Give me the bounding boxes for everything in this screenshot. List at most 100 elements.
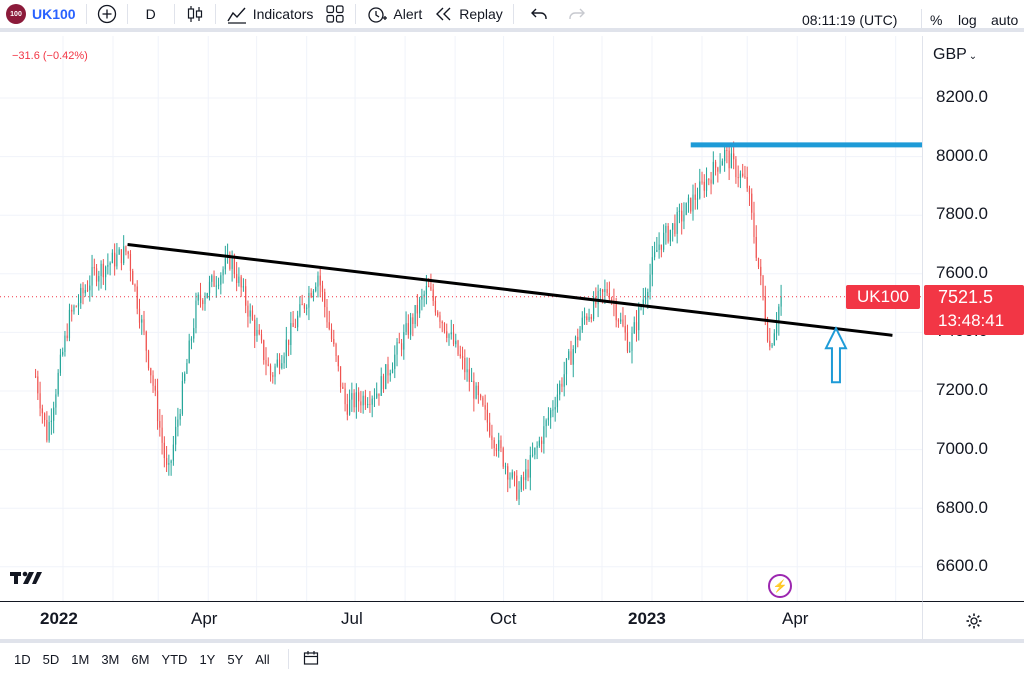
candle-body [696, 198, 699, 200]
candle-body [328, 322, 330, 329]
alert-button[interactable]: Alert [360, 0, 428, 28]
candle-body [721, 161, 723, 166]
candle-body [367, 403, 369, 405]
candle-body [543, 426, 545, 444]
percent-scale-toggle[interactable]: % [930, 12, 943, 28]
candle-body [653, 251, 656, 258]
candle-body [644, 297, 647, 300]
symbol-search-button[interactable]: 100 UK100 [0, 0, 82, 28]
candle-body [127, 251, 129, 254]
candle-body [728, 150, 730, 169]
currency-selector[interactable]: GBP ⌄ [933, 46, 977, 64]
candle-body [640, 306, 642, 308]
candle-body [193, 328, 195, 339]
candle-body [317, 275, 319, 287]
candle-body [746, 177, 748, 189]
range-button-ytd[interactable]: YTD [161, 651, 188, 667]
candle-body [145, 331, 147, 351]
lightning-bolt-icon[interactable]: ⚡ [768, 574, 792, 598]
candle-body [129, 253, 132, 272]
candle-body [416, 305, 418, 314]
candle-body [306, 307, 308, 309]
candle-body [245, 286, 247, 306]
candle-body [269, 365, 272, 376]
auto-scale-toggle[interactable]: auto [991, 12, 1019, 28]
toolbar-divider [214, 4, 216, 24]
candle-body [468, 369, 470, 382]
candles-icon [187, 6, 202, 22]
time-tick-label: Apr [191, 609, 218, 628]
candle-body [538, 440, 540, 446]
candle-body [312, 291, 315, 298]
price-change-label: −31.6 (−0.42%) [12, 50, 88, 62]
toolbar-divider [512, 4, 514, 24]
range-button-3m[interactable]: 3M [101, 651, 120, 667]
candle-body [111, 252, 113, 264]
candle-body [272, 375, 274, 377]
range-button-6m[interactable]: 6M [131, 651, 150, 667]
candle-body [735, 159, 737, 178]
layout-templates-button[interactable] [319, 0, 351, 28]
candle-body [611, 299, 613, 301]
compare-add-button[interactable] [91, 0, 123, 28]
indicators-button[interactable]: Indicators [220, 0, 320, 28]
candle-body [531, 454, 534, 456]
candle-body [771, 345, 773, 347]
redo-button[interactable] [560, 0, 594, 28]
price-axis[interactable] [922, 36, 1024, 601]
candle-body [525, 469, 527, 481]
candle-body [466, 369, 468, 373]
chart-pane[interactable] [0, 36, 924, 601]
time-axis[interactable] [0, 601, 922, 639]
range-button-1m[interactable]: 1M [71, 651, 90, 667]
candle-body [278, 359, 281, 369]
range-button-5y[interactable]: 5Y [227, 651, 244, 667]
candle-body [213, 275, 215, 287]
indicators-label: Indicators [252, 6, 314, 22]
grid-icon [326, 5, 345, 23]
candle-body [672, 223, 674, 230]
candle-body [464, 358, 466, 373]
range-button-1d[interactable]: 1D [14, 651, 31, 667]
candle-body [764, 296, 766, 322]
candle-body [105, 266, 107, 278]
candle-body [281, 363, 283, 369]
interval-button[interactable]: D [132, 0, 170, 28]
candle-body [500, 440, 502, 449]
candle-body [534, 447, 536, 455]
candle-body [455, 340, 457, 345]
candle-body [430, 286, 432, 290]
candle-body [579, 329, 581, 341]
candle-body [179, 413, 181, 420]
candle-body [73, 306, 75, 312]
price-chart[interactable] [0, 36, 924, 601]
candle-body [473, 380, 475, 399]
range-button-5d[interactable]: 5D [42, 651, 60, 667]
candle-body [748, 188, 751, 194]
candle-body [125, 246, 127, 252]
candle-body [683, 214, 685, 222]
candle-body [545, 420, 547, 427]
range-button-all[interactable]: All [255, 651, 270, 667]
candle-body [59, 354, 62, 373]
chart-settings-button[interactable] [922, 601, 1024, 639]
candle-body [310, 292, 312, 298]
undo-button[interactable] [518, 0, 560, 28]
chart-type-button[interactable] [179, 0, 211, 28]
candle-body [373, 397, 376, 399]
candle-body [687, 197, 690, 203]
candle-body [353, 393, 355, 408]
candle-body [364, 395, 367, 405]
tradingview-logo-icon[interactable] [10, 570, 42, 591]
candle-body [733, 153, 735, 160]
log-scale-toggle[interactable]: log [958, 12, 977, 28]
range-button-1y[interactable]: 1Y [199, 651, 216, 667]
candle-body [188, 340, 190, 364]
candle-body [568, 351, 570, 359]
utc-clock[interactable]: 08:11:19 (UTC) [802, 12, 898, 28]
replay-button[interactable]: Replay [428, 0, 509, 28]
candle-body [477, 385, 479, 396]
candle-body [631, 333, 633, 351]
trendline [127, 243, 893, 337]
go-to-date-button[interactable] [293, 650, 329, 669]
